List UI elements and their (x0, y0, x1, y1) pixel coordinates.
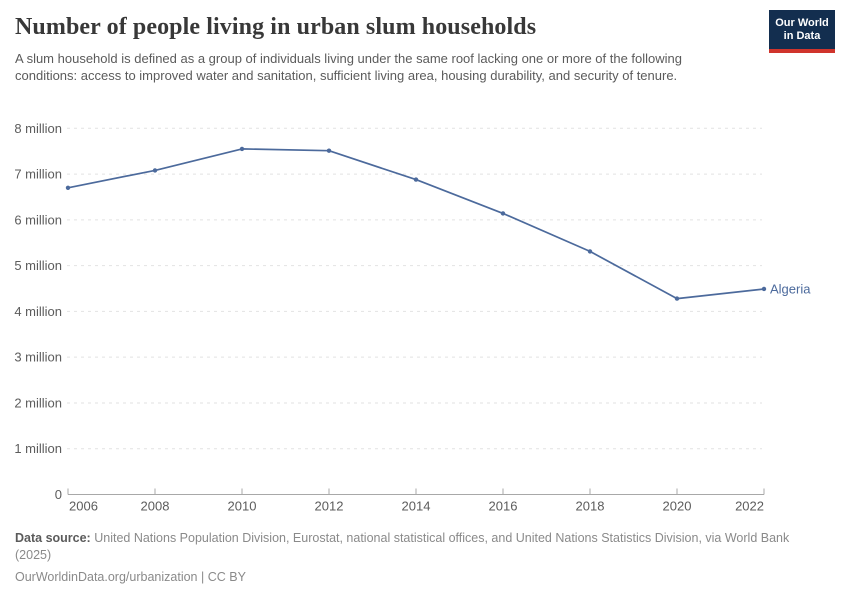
y-axis-tick-label: 1 million (14, 441, 62, 456)
x-axis-tick-label: 2018 (576, 499, 605, 514)
license-line: OurWorldinData.org/urbanization | CC BY (15, 570, 827, 584)
chart-footer: Data source: United Nations Population D… (15, 530, 827, 584)
x-axis-tick-label: 2014 (402, 499, 431, 514)
x-axis-tick-label: 2020 (663, 499, 692, 514)
y-axis-tick-label: 0 (55, 487, 62, 502)
x-axis-tick-label: 2008 (141, 499, 170, 514)
y-axis-tick-label: 6 million (14, 212, 62, 227)
y-axis-tick-label: 7 million (14, 167, 62, 182)
x-axis-tick-label: 2010 (228, 499, 257, 514)
data-point-2016[interactable] (500, 211, 506, 216)
data-point-2014[interactable] (413, 177, 419, 182)
chart-subtitle: A slum household is defined as a group o… (15, 51, 683, 83)
chart-header: Number of people living in urban slum ho… (15, 10, 835, 84)
owid-logo-line2: in Data (783, 30, 821, 42)
y-axis-tick-label: 5 million (14, 258, 62, 273)
series-label-algeria[interactable]: Algeria (770, 281, 811, 296)
owid-logo[interactable]: Our World in Data (769, 10, 835, 53)
y-axis-tick-label: 4 million (14, 304, 62, 319)
y-axis-tick-label: 8 million (14, 121, 62, 136)
data-point-2012[interactable] (326, 148, 332, 153)
data-point-2022[interactable] (761, 286, 767, 292)
license-separator: | (197, 570, 208, 584)
x-axis-tick-label: 2012 (315, 499, 344, 514)
data-point-2020[interactable] (674, 296, 680, 301)
cc-by-link[interactable]: CC BY (207, 570, 246, 584)
data-source-value: United Nations Population Division, Euro… (15, 531, 790, 562)
line-chart: 0 1 million 2 million 3 million 4 million 5 m… (14, 121, 811, 514)
data-point-2010[interactable] (239, 146, 245, 152)
x-axis-tick-label: 2006 (69, 499, 98, 514)
data-point-2008[interactable] (152, 168, 158, 173)
algeria-trend-line[interactable] (67, 148, 765, 300)
data-source-text: Data source: United Nations Population D… (15, 530, 827, 563)
x-axis-tick-label: 2016 (489, 499, 518, 514)
owid-url-link[interactable]: OurWorldinData.org/urbanization (15, 570, 198, 584)
y-axis-tick-label: 3 million (14, 350, 62, 365)
y-axis-tick-label: 2 million (14, 395, 62, 410)
data-source-label: Data source: (15, 531, 91, 545)
owid-logo-line1: Our World (775, 17, 829, 29)
x-axis-tick-label: 2022 (735, 499, 764, 514)
chart-title: Number of people living in urban slum ho… (15, 14, 537, 40)
data-point-2018[interactable] (587, 249, 593, 254)
data-point-2006[interactable] (65, 185, 71, 191)
